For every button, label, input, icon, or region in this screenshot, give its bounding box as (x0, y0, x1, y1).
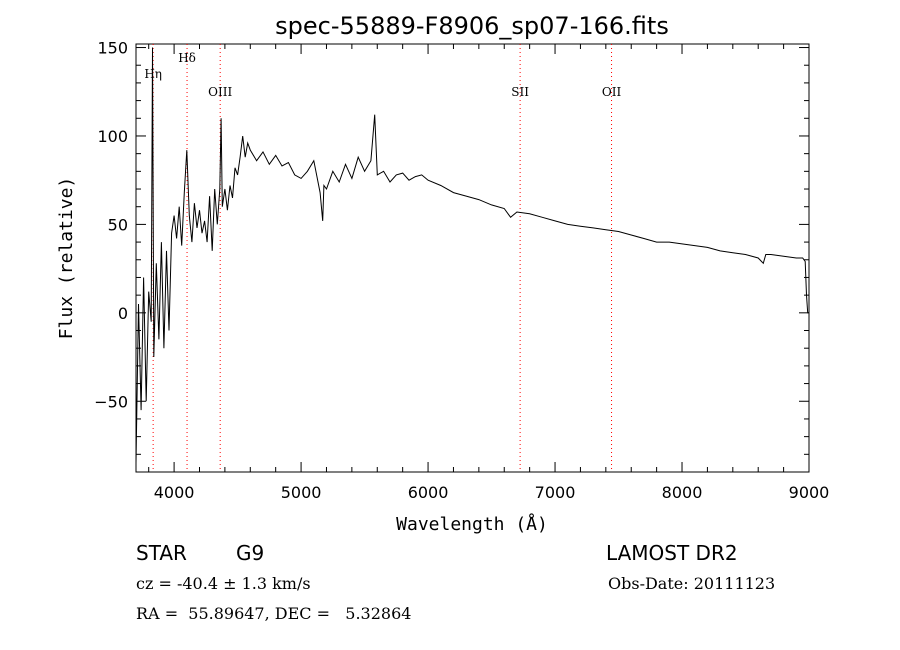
coordinates: RA = 55.89647, DEC = 5.32864 (136, 604, 412, 623)
observation-date: Obs-Date: 20111123 (608, 574, 776, 593)
line-marker-label: OII (602, 85, 622, 99)
y-tick-label: −50 (94, 392, 128, 411)
x-tick-label: 6000 (408, 483, 449, 502)
y-axis-label: Flux (relative) (56, 177, 77, 340)
x-tick-label: 7000 (535, 483, 576, 502)
x-tick-label: 5000 (281, 483, 322, 502)
plot-frame (135, 43, 810, 473)
line-marker-label: OIII (208, 85, 232, 99)
chart-title: spec-55889-F8906_sp07-166.fits (275, 12, 669, 40)
object-class: STAR (136, 541, 187, 565)
y-tick-label: 150 (97, 39, 128, 58)
line-marker-label: Hη (144, 67, 162, 81)
line-markers: Hη Hδ OIII SII OII (144, 44, 621, 472)
survey-name: LAMOST DR2 (606, 541, 738, 565)
x-tick-label: 9000 (789, 483, 830, 502)
line-marker-label: SII (511, 85, 529, 99)
redshift-velocity: cz = -40.4 ± 1.3 km/s (136, 574, 311, 593)
object-subclass: G9 (236, 541, 265, 565)
x-tick-label: 8000 (662, 483, 703, 502)
y-tick-label: 0 (118, 304, 128, 323)
x-axis-label: Wavelength (Å) (396, 513, 548, 535)
line-marker-label: Hδ (178, 51, 196, 65)
spectrum-series-line (135, 47, 809, 464)
axis-ticks: 4000 5000 6000 7000 8000 9000 −50 0 50 100 150 (94, 39, 829, 502)
y-tick-label: 100 (97, 127, 128, 146)
x-tick-label: 4000 (154, 483, 195, 502)
y-tick-label: 50 (108, 215, 128, 234)
